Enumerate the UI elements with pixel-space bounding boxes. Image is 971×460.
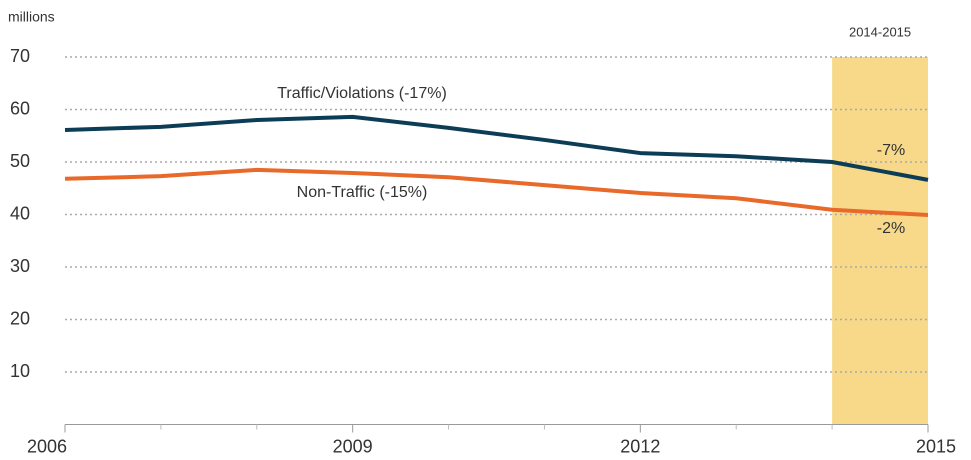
y-tick-label: 10	[10, 361, 30, 381]
y-tick-label: 30	[10, 256, 30, 276]
highlight-band	[832, 57, 928, 425]
highlight-label: 2014-2015	[849, 24, 911, 39]
y-tick-label: 20	[10, 308, 30, 328]
x-tick-label: 2006	[27, 436, 67, 456]
series-line	[64, 167, 929, 218]
x-tick-label: 2015	[916, 436, 956, 456]
y-tick-label: 60	[10, 98, 30, 118]
y-tick-label: 40	[10, 203, 30, 223]
y-tick-label: 70	[10, 46, 30, 66]
change-label: -7%	[877, 142, 905, 159]
change-label: -2%	[877, 220, 905, 237]
x-tick-label: 2012	[620, 436, 660, 456]
y-tick-label: 50	[10, 151, 30, 171]
series-line	[64, 114, 929, 182]
y-axis-label: millions	[8, 9, 55, 25]
series-label: Non-Traffic (-15%)	[297, 184, 428, 201]
series-label: Traffic/Violations (-17%)	[277, 85, 447, 102]
x-tick-label: 2009	[333, 436, 373, 456]
